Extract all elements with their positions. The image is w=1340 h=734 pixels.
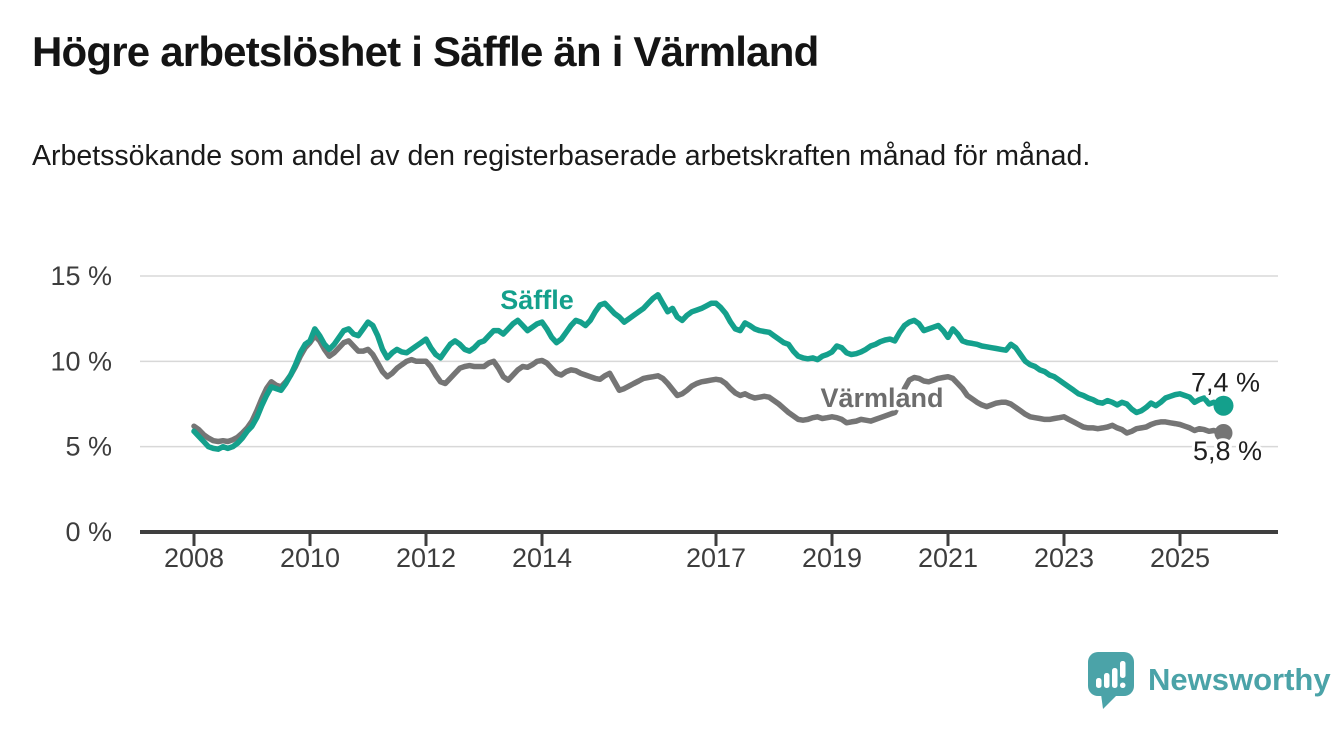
x-axis-label-2023: 2023 — [1034, 543, 1094, 573]
x-axis-label-2012: 2012 — [396, 543, 456, 573]
y-axis-label-10: 10 % — [50, 346, 112, 376]
saffle-end-dot — [1213, 395, 1234, 416]
saffle-end-value-label: 7,4 % — [1191, 368, 1260, 398]
y-axis-label-0: 0 % — [65, 517, 112, 547]
saffle-series-label: Säffle — [500, 285, 574, 315]
y-axis-label-15: 15 % — [50, 261, 112, 291]
varmland-line — [191, 332, 1227, 445]
newsworthy-logo-icon — [1088, 652, 1134, 709]
x-axis-label-2010: 2010 — [280, 543, 340, 573]
y-axis-label-5: 5 % — [65, 432, 112, 462]
x-axis-label-2014: 2014 — [512, 543, 572, 573]
varmland-series-label: Värmland — [820, 383, 943, 413]
page-subtitle: Arbetssökande som andel av den registerb… — [32, 140, 1091, 172]
varmland-end-dot — [1214, 424, 1233, 442]
x-axis-label-2025: 2025 — [1150, 543, 1210, 573]
x-axis-label-2008: 2008 — [164, 543, 224, 573]
saffle-line — [191, 292, 1227, 452]
x-axis-label-2021: 2021 — [918, 543, 978, 573]
x-axis-label-2019: 2019 — [802, 543, 862, 573]
newsworthy-logo: Newsworthy — [1088, 652, 1331, 709]
page-title: Högre arbetslöshet i Säffle än i Värmlan… — [32, 28, 819, 75]
varmland-end-value-label: 5,8 % — [1193, 436, 1262, 466]
newsworthy-logo-text: Newsworthy — [1148, 662, 1331, 697]
x-axis-label-2017: 2017 — [686, 543, 746, 573]
